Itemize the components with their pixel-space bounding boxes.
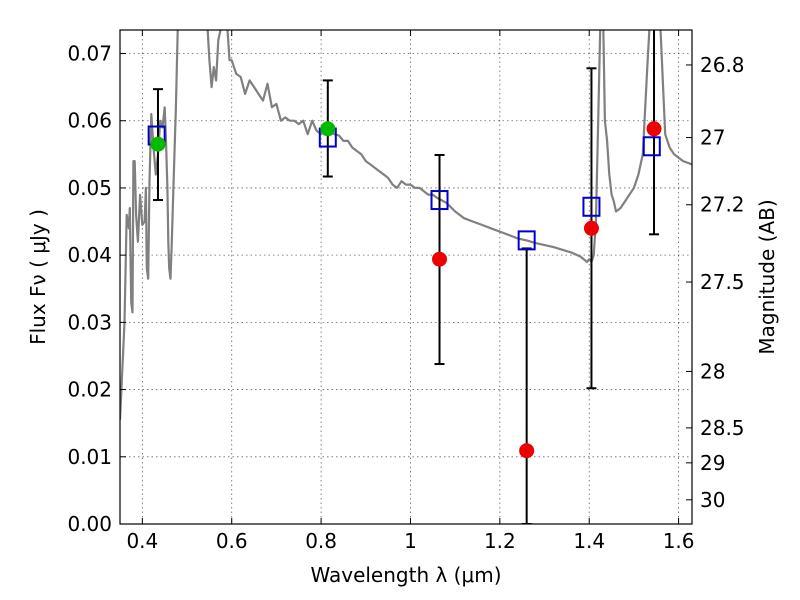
axis-ticks: 0.4 0.6 0.8 1 1.2 1.4 1.6 0.00 0.01 0.02 0.03 0.04 0… xyxy=(67,30,745,553)
y-tick-label: 0.07 xyxy=(67,42,112,66)
model-photometry-square xyxy=(430,190,449,211)
observed-point xyxy=(646,121,662,137)
observed-point xyxy=(320,121,336,137)
right-tick-label: 29 xyxy=(700,451,725,475)
right-tick-label: 30 xyxy=(700,488,725,512)
y-tick-label: 0.02 xyxy=(67,378,112,402)
right-tick-label: 28.5 xyxy=(700,416,745,440)
observed-point xyxy=(583,220,599,236)
y-tick-label: 0.03 xyxy=(67,310,112,334)
observed-point xyxy=(432,251,448,267)
x-tick-label: 1.2 xyxy=(484,529,516,553)
y-tick-label: 0.06 xyxy=(67,109,112,133)
model-spectrum-line xyxy=(120,30,692,420)
x-tick-label: 1.4 xyxy=(573,529,605,553)
right-tick-label: 27 xyxy=(700,126,725,150)
plot-frame xyxy=(119,29,693,525)
model-photometry-square xyxy=(517,230,536,251)
y-axis-label: Flux Fν ( μJy ) xyxy=(26,209,50,345)
error-bars-group xyxy=(152,30,660,524)
model-photometry-square xyxy=(582,196,601,217)
right-tick-label: 28 xyxy=(700,359,725,383)
right-tick-label: 27.2 xyxy=(700,193,745,217)
x-tick-label: 0.4 xyxy=(126,529,158,553)
model-spectrum-group xyxy=(120,30,692,420)
observed-point xyxy=(150,136,166,152)
model-photometry-square xyxy=(642,136,661,157)
x-tick-label: 1.6 xyxy=(663,529,695,553)
y-tick-label: 0.01 xyxy=(67,445,112,469)
y-tick-label: 0.00 xyxy=(67,512,112,536)
markers-group xyxy=(147,121,662,459)
x-axis-label: Wavelength λ (μm) xyxy=(310,563,501,587)
grid-lines xyxy=(120,30,692,525)
y-tick-label: 0.05 xyxy=(67,176,112,200)
x-tick-label: 0.8 xyxy=(305,529,337,553)
x-tick-label: 1 xyxy=(404,529,417,553)
observed-point xyxy=(519,443,535,459)
right-tick-label: 26.8 xyxy=(700,53,745,77)
y-tick-label: 0.04 xyxy=(67,243,112,267)
right-tick-label: 27.5 xyxy=(700,270,745,294)
y-axis-right-label: Magnitude (AB) xyxy=(755,199,779,354)
x-tick-label: 0.6 xyxy=(216,529,248,553)
